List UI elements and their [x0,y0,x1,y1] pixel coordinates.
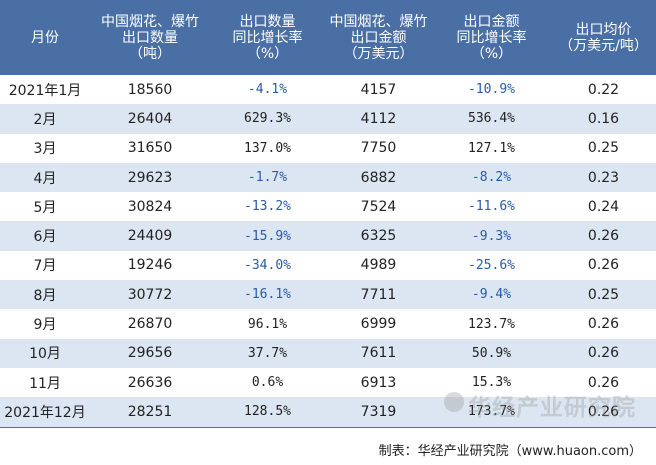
table-row: 7月 19246 -34.0% 4989 -25.6% 0.26 [0,251,656,280]
quantity-growth-cell: 0.6% [251,375,284,391]
table-row: 5月 30824 -13.2% 7524 -11.6% 0.24 [0,192,656,221]
header-quantity-growth: 出口数量 同比增长率 （%） [210,0,325,75]
month-cell: 5月 [33,199,57,216]
table-body: 2021年1月 18560 -4.1% 4157 -10.9% 0.22 2月 26404 62… [0,75,656,428]
amount-growth-cell: 173.7% [432,397,551,428]
quantity-growth-cell: -4.1% [247,82,288,98]
quantity-cell: 30824 [127,198,173,215]
amount-growth-cell: -8.2% [432,162,551,193]
header-average-price: 出口均价 （万美元/吨） [551,0,656,75]
price-cell: 0.23 [551,162,656,193]
month-cell: 6月 [0,221,90,251]
header-amount-growth: 出口金额 同比增长率 （%） [432,0,551,75]
quantity-growth-cell: 37.7% [210,338,325,368]
price-cell: 0.25 [551,280,656,310]
amount-growth-cell: -9.4% [432,280,551,310]
table-row: 8月 30772 -16.1% 7711 -9.4% 0.25 [0,280,656,310]
month-cell: 2月 [0,104,90,134]
price-cell: 0.16 [551,104,656,134]
quantity-cell: 26636 [127,374,173,391]
amount-cell: 7611 [325,338,432,368]
amount-growth-cell: -11.6% [468,199,515,215]
month-cell: 2021年1月 [8,82,82,99]
price-cell: 0.24 [587,198,620,215]
quantity-cell: 29623 [90,162,210,193]
month-cell: 10月 [0,338,90,368]
table-row: 6月 24409 -15.9% 6325 -9.3% 0.26 [0,221,656,251]
table-source-footer: 制表：华经产业研究院（www.huaon.com） [378,444,642,459]
amount-growth-cell: -25.6% [468,257,515,273]
quantity-growth-cell: -13.2% [244,199,291,215]
header-export-amount: 中国烟花、爆竹 出口金额 （万美元） [325,0,432,75]
month-cell: 2021年12月 [0,397,90,428]
amount-cell: 4112 [325,104,432,134]
price-cell: 0.26 [551,397,656,428]
amount-growth-cell: 123.7% [468,316,515,332]
quantity-cell: 24409 [90,221,210,251]
table-row: 10月 29656 37.7% 7611 50.9% 0.26 [0,338,656,368]
amount-cell: 4157 [360,81,397,98]
table-row: 11月 26636 0.6% 6913 15.3% 0.26 [0,368,656,397]
quantity-cell: 30772 [90,280,210,310]
header-month: 月份 [0,0,90,75]
month-cell: 11月 [29,375,61,392]
price-cell: 0.26 [587,257,620,274]
quantity-growth-cell: 629.3% [210,104,325,134]
export-table: 月份 中国烟花、爆竹 出口数量 （吨） 出口数量 同比增长率 （%） 中国烟花、… [0,0,656,428]
price-cell: 0.22 [587,81,620,98]
amount-cell: 7711 [325,280,432,310]
month-cell: 9月 [33,317,57,334]
price-cell: 0.26 [551,221,656,251]
price-cell: 0.26 [551,338,656,368]
quantity-cell: 19246 [127,257,173,274]
table-row: 2021年1月 18560 -4.1% 4157 -10.9% 0.22 [0,75,656,104]
quantity-cell: 18560 [127,81,173,98]
amount-growth-cell: 536.4% [432,104,551,134]
price-cell: 0.25 [587,140,620,157]
amount-growth-cell: -10.9% [468,82,515,98]
quantity-growth-cell: 128.5% [210,397,325,428]
amount-growth-cell: 127.1% [468,140,515,156]
amount-cell: 6999 [360,316,397,333]
amount-cell: 7319 [325,397,432,428]
quantity-cell: 29656 [90,338,210,368]
table-row: 4月 29623 -1.7% 6882 -8.2% 0.23 [0,162,656,193]
table-row: 2月 26404 629.3% 4112 536.4% 0.16 [0,104,656,134]
amount-cell: 4989 [360,257,397,274]
table-row: 9月 26870 96.1% 6999 123.7% 0.26 [0,309,656,338]
quantity-growth-cell: -15.9% [210,221,325,251]
month-cell: 8月 [0,280,90,310]
amount-cell: 6913 [360,374,397,391]
price-cell: 0.26 [587,316,620,333]
quantity-cell: 26404 [90,104,210,134]
quantity-cell: 26870 [127,316,173,333]
amount-growth-cell: 15.3% [471,375,512,391]
price-cell: 0.26 [587,374,620,391]
amount-cell: 7750 [360,140,397,157]
amount-growth-cell: 50.9% [432,338,551,368]
quantity-cell: 31650 [127,140,173,157]
amount-growth-cell: -9.3% [432,221,551,251]
watermark: 华经产业研究院 [468,395,636,421]
quantity-growth-cell: -34.0% [244,257,291,273]
quantity-cell: 28251 [90,397,210,428]
amount-cell: 7524 [360,198,397,215]
quantity-growth-cell: 96.1% [247,316,288,332]
month-cell: 4月 [0,162,90,193]
quantity-growth-cell: -16.1% [210,280,325,310]
amount-cell: 6882 [325,162,432,193]
header-export-quantity: 中国烟花、爆竹 出口数量 （吨） [90,0,210,75]
table-header: 月份 中国烟花、爆竹 出口数量 （吨） 出口数量 同比增长率 （%） 中国烟花、… [0,0,656,75]
month-cell: 7月 [33,258,57,275]
quantity-growth-cell: -1.7% [210,162,325,193]
month-cell: 3月 [33,141,57,158]
amount-cell: 6325 [325,221,432,251]
quantity-growth-cell: 137.0% [244,140,291,156]
watermark-logo-icon [444,392,464,412]
table-row: 2021年12月 28251 128.5% 7319 173.7% 0.26 [0,397,656,428]
table-row: 3月 31650 137.0% 7750 127.1% 0.25 [0,134,656,163]
